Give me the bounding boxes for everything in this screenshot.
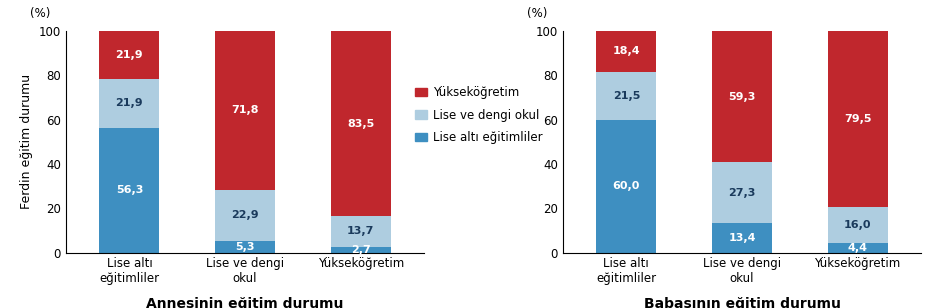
Y-axis label: Ferdin eğitim durumu: Ferdin eğitim durumu	[20, 74, 33, 209]
Text: 2,7: 2,7	[351, 245, 370, 255]
Text: 21,5: 21,5	[613, 91, 640, 101]
Text: 4,4: 4,4	[848, 243, 868, 253]
Text: 79,5: 79,5	[844, 114, 871, 124]
Bar	[215, 241, 275, 253]
Text: 56,3: 56,3	[116, 185, 143, 195]
Bar	[331, 31, 391, 216]
X-axis label: Babasının eğitim durumu: Babasının eğitim durumu	[644, 297, 840, 308]
Text: 59,3: 59,3	[728, 91, 756, 102]
Bar	[827, 207, 887, 243]
Text: 22,9: 22,9	[231, 210, 259, 221]
Text: 71,8: 71,8	[231, 105, 259, 116]
Text: 21,9: 21,9	[116, 50, 143, 60]
Bar	[215, 190, 275, 241]
Text: 21,9: 21,9	[116, 99, 143, 108]
Text: 83,5: 83,5	[347, 119, 374, 129]
Text: (%): (%)	[527, 7, 547, 20]
Bar	[596, 120, 656, 253]
Bar	[827, 243, 887, 253]
Bar	[100, 128, 160, 253]
Text: 60,0: 60,0	[613, 181, 640, 191]
Bar	[100, 30, 160, 79]
Text: 13,7: 13,7	[347, 226, 374, 236]
Bar	[100, 79, 160, 128]
X-axis label: Annesinin eğitim durumu: Annesinin eğitim durumu	[147, 297, 344, 308]
Bar	[712, 162, 772, 223]
Bar	[596, 31, 656, 72]
Bar	[596, 72, 656, 120]
Bar	[827, 31, 887, 207]
Bar	[712, 223, 772, 253]
Text: 5,3: 5,3	[235, 242, 255, 252]
Legend: Yükseköğretim, Lise ve dengi okul, Lise altı eğitimliler: Yükseköğretim, Lise ve dengi okul, Lise …	[411, 81, 547, 149]
Bar	[215, 31, 275, 190]
Text: (%): (%)	[30, 7, 51, 20]
Text: 27,3: 27,3	[728, 188, 756, 197]
Text: 18,4: 18,4	[613, 47, 640, 56]
Text: 13,4: 13,4	[728, 233, 756, 243]
Text: 16,0: 16,0	[844, 220, 871, 230]
Bar	[331, 216, 391, 247]
Bar	[331, 247, 391, 253]
Bar	[712, 31, 772, 162]
